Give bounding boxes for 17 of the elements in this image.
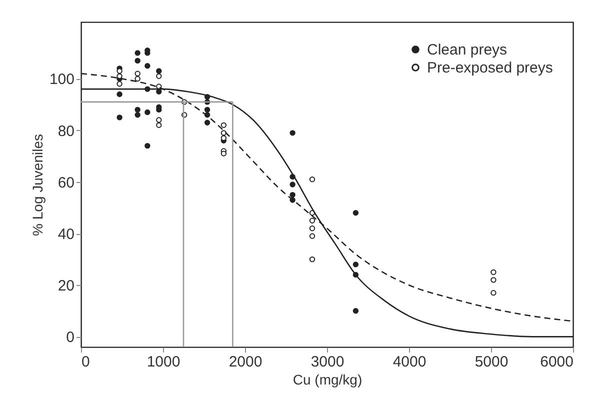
x-tick-label: 1000	[146, 354, 180, 370]
y-axis-title: % Log Juveniles	[29, 134, 46, 236]
y-tick-label: 80	[58, 122, 74, 140]
y-tick-label: 0	[66, 329, 74, 346]
y-tick-label: 100	[49, 71, 74, 88]
x-axis-title: Cu (mg/kg)	[292, 372, 362, 388]
x-tick-label: 4000	[392, 354, 426, 370]
legend-label: Clean preys	[427, 42, 508, 58]
x-tick-label: 3000	[310, 354, 344, 370]
x-tick-label: 0	[82, 354, 90, 370]
y-tick-label: 20	[58, 278, 74, 295]
legend-label: Pre-exposed preys	[427, 60, 553, 76]
x-tick-label: 2000	[228, 354, 262, 370]
x-tick-label: 5000	[474, 354, 508, 370]
y-tick-label: 40	[58, 226, 74, 244]
y-tick-label: 60	[58, 174, 74, 192]
x-tick-label: 6000	[540, 354, 574, 370]
